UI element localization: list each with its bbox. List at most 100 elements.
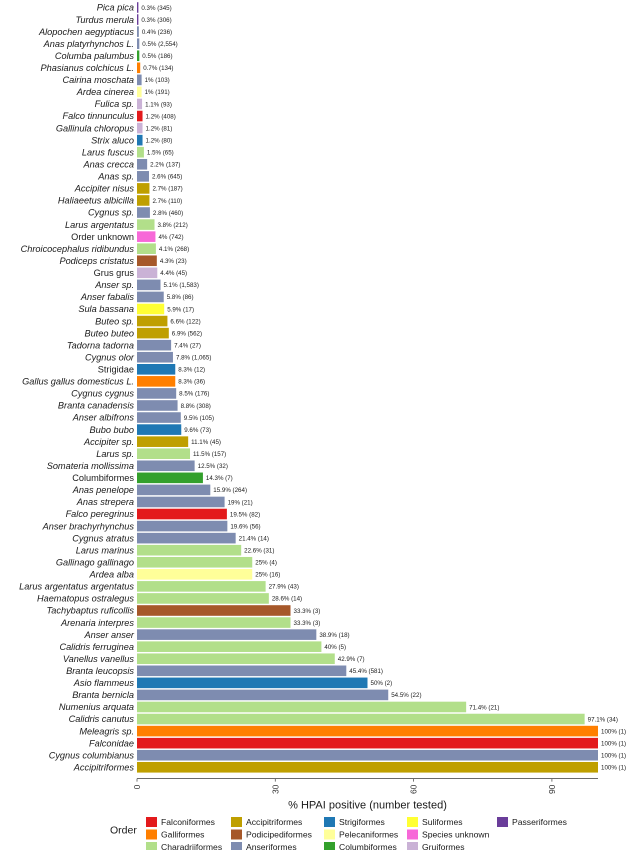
bar-arenaria-interpres [137, 617, 291, 628]
bar-order-unknown [137, 231, 156, 242]
bar-larus-sp [137, 448, 191, 460]
bar-gallinula-chloropus [137, 122, 143, 134]
bar-value-label: 11.1% (45) [191, 439, 221, 446]
bars-layer [137, 2, 598, 773]
bar-anser-fabalis [137, 291, 164, 303]
category-label: Calidris canutus [69, 714, 135, 724]
bar-value-label: 45.4% (581) [349, 668, 383, 675]
bar-anas-crecca [137, 158, 148, 170]
legend-label: Charadriiformes [161, 842, 222, 850]
bar-asio-flammeus [137, 677, 368, 689]
bar-value-label: 6.9% (562) [172, 330, 202, 337]
bar-value-label: 7.8% (1,065) [176, 355, 211, 362]
category-label: Anser anser [83, 630, 134, 640]
bar-value-label: 4.1% (268) [159, 246, 189, 253]
bar-value-label: 2.2% (137) [150, 162, 180, 169]
legend-swatch-columbiformes [324, 842, 335, 850]
bar-anas-penelope [137, 484, 211, 496]
bar-accipiter-sp [137, 436, 189, 447]
bar-value-label: 19.5% (82) [230, 511, 260, 518]
bar-chroicocephalus-ridibundus [137, 243, 156, 254]
bar-value-label: 50% (2) [371, 680, 393, 687]
bar-cairina-moschata [137, 74, 142, 86]
bar-value-label: 8.3% (36) [178, 379, 205, 386]
bar-strigidae [137, 364, 176, 375]
bar-buteo-sp [137, 315, 168, 327]
legend-swatch-gruiformes [407, 842, 418, 850]
category-label: Anser albifrons [72, 413, 135, 423]
category-label: Branta leucopsis [66, 666, 134, 676]
bar-anser-brachyrhynchus [137, 520, 228, 532]
bar-value-label: 100% (1) [601, 753, 626, 760]
legend-label: Strigiformes [339, 817, 385, 827]
legend-label: Columbiformes [339, 842, 397, 850]
category-label: Cairina moschata [63, 75, 135, 85]
bar-value-label: 22.6% (31) [244, 548, 274, 555]
bar-anas-platyrhynchos-l [137, 38, 140, 49]
bar-value-label: 0.4% (236) [142, 29, 172, 36]
bar-value-label: 15.9% (264) [213, 487, 247, 494]
category-label: Ardea alba [89, 570, 134, 580]
legend-swatch-passeriformes [497, 817, 508, 827]
category-label: Vanellus vanellus [63, 654, 135, 664]
category-label: Cygnus cygnus [71, 389, 134, 399]
bar-haematopus-ostralegus [137, 593, 269, 604]
bar-larus-argentatus-argentatus [137, 581, 266, 592]
bar-value-label: 8.8% (308) [181, 403, 211, 410]
bar-accipitriformes [137, 761, 598, 773]
bar-value-label: 38.9% (18) [319, 632, 349, 639]
bar-ardea-cinerea [137, 86, 142, 98]
bar-columba-palumbus [137, 50, 140, 62]
category-label: Tachybaptus ruficollis [47, 606, 135, 616]
bar-gallus-gallus-domesticus-l [137, 376, 176, 387]
category-label: Grus grus [94, 268, 135, 278]
category-label: Larus argentatus [65, 220, 134, 230]
category-label: Gallinula chloropus [56, 123, 135, 133]
category-label: Anas strepera [76, 497, 134, 507]
bar-value-label: 100% (1) [601, 765, 626, 772]
x-axis: 0 30 60 90 [132, 778, 598, 794]
bar-value-label: 14.3% (7) [206, 475, 233, 482]
bar-branta-canadensis [137, 400, 178, 411]
legend-label: Accipitriformes [246, 817, 302, 827]
bar-value-label: 1.1% (93) [145, 101, 172, 108]
category-label: Anas sp. [97, 172, 134, 182]
legend-swatch-suliformes [407, 817, 418, 827]
legend-label: Passeriformes [512, 817, 567, 827]
bar-branta-leucopsis [137, 665, 347, 677]
bar-value-label: 25% (16) [255, 572, 280, 579]
category-label: Order unknown [71, 232, 134, 242]
legend-label: Podicipediformes [246, 830, 312, 840]
bar-larus-fuscus [137, 146, 144, 158]
bar-value-label: 11.5% (157) [193, 451, 226, 458]
category-label: Somateria mollissima [47, 461, 134, 471]
legend-label: Falconiformes [161, 817, 215, 827]
bar-value-label: 100% (1) [601, 740, 626, 747]
category-label: Chroicocephalus ridibundus [21, 244, 135, 254]
legend-label: Species unknown [422, 830, 490, 840]
bar-cygnus-olor [137, 351, 173, 363]
bar-falconidae [137, 737, 598, 749]
bar-value-label: 100% (1) [601, 728, 626, 735]
x-tick-label: 30 [270, 784, 280, 794]
bar-value-label: 1.2% (80) [146, 137, 173, 144]
bar-bubo-bubo [137, 424, 182, 435]
bar-anser-sp [137, 279, 161, 291]
bar-phasianus-colchicus-l [137, 62, 141, 74]
bar-value-label: 0.5% (2,554) [142, 41, 177, 48]
bar-value-label: 5.1% (1,583) [164, 282, 199, 289]
bar-columbiformes [137, 472, 203, 484]
bar-value-label: 4.3% (23) [160, 258, 187, 265]
legend-swatch-pelecaniformes [324, 829, 335, 840]
category-label: Phasianus colchicus L. [41, 63, 134, 73]
bar-cygnus-columbianus [137, 749, 598, 761]
bar-buteo-buteo [137, 327, 169, 339]
category-label: Larus sp. [96, 449, 134, 459]
category-label: Fulica sp. [95, 99, 134, 109]
category-label: Gallus gallus domesticus L. [22, 377, 134, 387]
bar-value-label: 40% (5) [324, 644, 346, 651]
bar-value-label: 0.3% (306) [141, 17, 171, 24]
bar-value-label: 42.9% (7) [338, 656, 365, 663]
bar-value-label: 19.6% (56) [230, 523, 260, 530]
bar-cygnus-sp [137, 207, 150, 218]
